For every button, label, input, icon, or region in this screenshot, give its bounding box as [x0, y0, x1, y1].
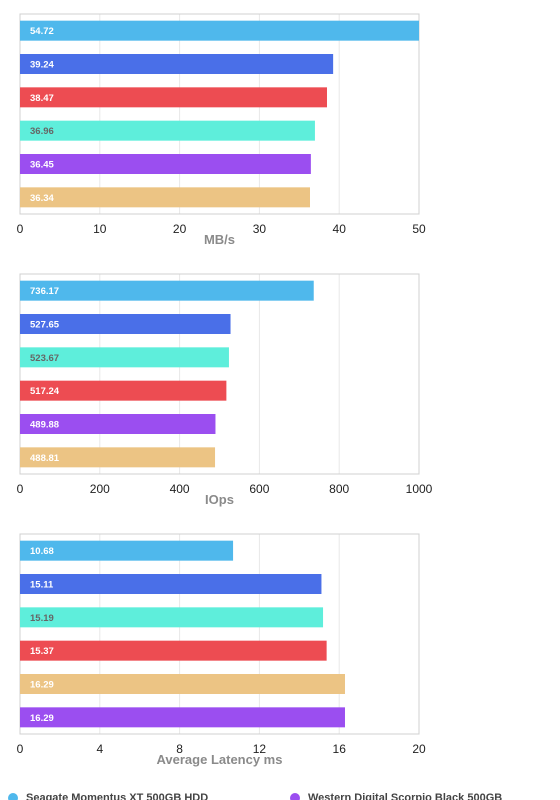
- tick-label-0-1: 10: [93, 222, 107, 236]
- bar-label-0-1: 39.24: [30, 60, 54, 71]
- legend-label-1: Western Digital Scorpio Black 500GB: [308, 792, 503, 800]
- chart-2: 10.68 15.11 15.19 15.37 16.29 16.29 0 4 8 12 16 20 A…: [17, 533, 426, 767]
- bar-0-2: [20, 87, 327, 108]
- legend-item-1: Western Digital Scorpio Black 500GB: [290, 792, 502, 800]
- tick-label-2-0: 0: [17, 742, 24, 756]
- bar-label-1-2: 523.67: [30, 353, 59, 364]
- bar-1-4: [20, 414, 216, 434]
- tick-label-2-2: 8: [176, 742, 183, 756]
- bar-label-2-3: 15.37: [30, 646, 54, 657]
- legend-swatch-0: [8, 793, 18, 800]
- plot-frame-2: [19, 533, 420, 735]
- bar-label-0-5: 36.34: [30, 193, 54, 204]
- tick-label-2-1: 4: [96, 742, 103, 756]
- tick-label-0-2: 20: [173, 222, 187, 236]
- legend-label-0: Seagate Momentus XT 500GB HDD: [26, 792, 209, 800]
- bar-2-2: [20, 607, 324, 628]
- legend-swatch-1: [290, 793, 300, 800]
- tick-label-2-5: 20: [412, 742, 426, 756]
- chart-1: 736.17 527.65 523.67 517.24 489.88 488.81 0 200…: [17, 273, 433, 507]
- bar-label-2-0: 10.68: [30, 546, 54, 557]
- bar-2-5: [20, 707, 345, 728]
- plot-frame-0: [19, 13, 420, 215]
- bar-1-1: [20, 314, 231, 334]
- axis-label-1: IOps: [205, 492, 234, 507]
- tick-label-0-0: 0: [17, 222, 24, 236]
- tick-label-1-0: 0: [17, 482, 24, 496]
- bar-1-5: [20, 447, 216, 468]
- bar-label-2-1: 15.11: [30, 580, 54, 591]
- tick-label-1-2: 400: [170, 482, 190, 496]
- plot-frame-1: [19, 273, 420, 475]
- bar-label-1-1: 527.65: [30, 320, 60, 331]
- bar-2-3: [20, 640, 327, 661]
- bar-label-0-2: 38.47: [30, 93, 54, 104]
- chart-0: 54.72 39.24 38.47 36.96 36.45 36.34 0 10 20 30 40 5…: [17, 13, 426, 247]
- bar-label-0-3: 36.96: [30, 126, 54, 137]
- bar-0-0: [20, 20, 419, 41]
- bar-label-1-3: 517.24: [30, 386, 60, 397]
- bar-1-0: [20, 280, 314, 301]
- bar-0-4: [20, 154, 311, 174]
- bar-1-3: [20, 380, 227, 401]
- axis-label-2: Average Latency ms: [157, 752, 283, 767]
- axis-label-0: MB/s: [204, 232, 235, 247]
- bar-label-2-5: 16.29: [30, 713, 54, 724]
- tick-label-2-3: 12: [253, 742, 267, 756]
- bar-label-2-4: 16.29: [30, 680, 54, 691]
- tick-label-1-5: 1000: [406, 482, 433, 496]
- bar-label-2-2: 15.19: [30, 613, 54, 624]
- bar-label-1-5: 488.81: [30, 453, 60, 464]
- bar-label-0-4: 36.45: [30, 160, 54, 171]
- bar-2-4: [20, 674, 345, 694]
- tick-label-0-4: 40: [333, 222, 347, 236]
- bar-1-2: [20, 347, 229, 368]
- bar-label-1-0: 736.17: [30, 286, 59, 297]
- bar-0-3: [20, 120, 315, 141]
- bar-0-5: [20, 187, 310, 208]
- bar-2-0: [20, 540, 234, 561]
- bar-2-1: [20, 574, 322, 594]
- tick-label-2-4: 16: [333, 742, 347, 756]
- legend: Seagate Momentus XT 500GB HDD Western Di…: [0, 786, 560, 800]
- bar-label-1-4: 489.88: [30, 420, 59, 431]
- tick-label-1-4: 800: [329, 482, 349, 496]
- tick-label-0-3: 30: [253, 222, 267, 236]
- legend-item-0: Seagate Momentus XT 500GB HDD: [8, 792, 208, 800]
- tick-label-1-1: 200: [90, 482, 110, 496]
- bar-label-0-0: 54.72: [30, 26, 54, 37]
- tick-label-0-5: 50: [412, 222, 426, 236]
- tick-label-1-3: 600: [249, 482, 269, 496]
- bar-0-1: [20, 54, 334, 74]
